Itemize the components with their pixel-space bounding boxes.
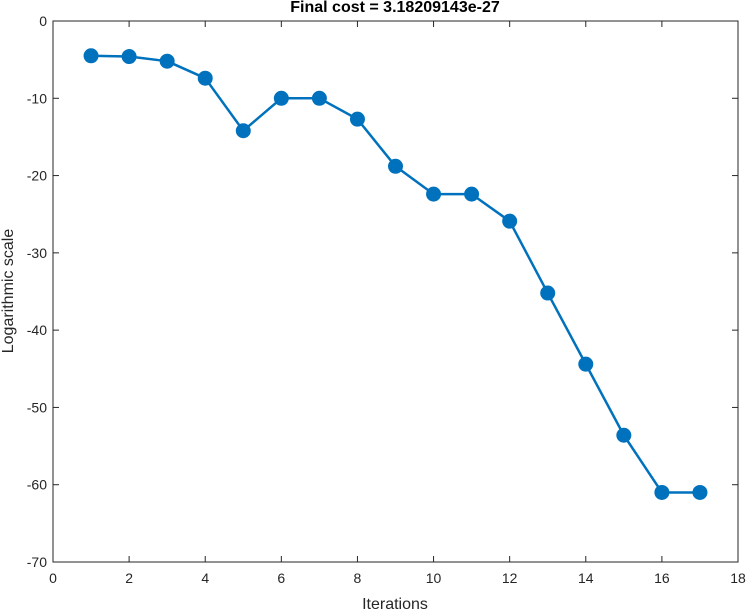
y-tick-label: 0 bbox=[39, 13, 47, 29]
x-axis-label: Iterations bbox=[362, 596, 428, 610]
data-point bbox=[654, 484, 670, 500]
y-tick-label: -10 bbox=[27, 90, 47, 106]
data-point bbox=[311, 90, 327, 106]
series-layer bbox=[83, 48, 708, 500]
x-tick-label: 0 bbox=[49, 570, 57, 586]
x-tick-label: 16 bbox=[654, 570, 670, 586]
data-point bbox=[616, 427, 632, 443]
data-point bbox=[121, 49, 137, 65]
y-tick-label: -60 bbox=[27, 477, 47, 493]
data-point bbox=[578, 356, 594, 372]
chart-title: Final cost = 3.18209143e-27 bbox=[290, 0, 500, 16]
x-tick-label: 2 bbox=[125, 570, 133, 586]
data-point bbox=[159, 53, 175, 69]
x-tick-label: 18 bbox=[730, 570, 746, 586]
y-tick-label: -40 bbox=[27, 322, 47, 338]
data-point bbox=[197, 70, 213, 86]
data-point bbox=[502, 213, 518, 229]
data-point bbox=[426, 186, 442, 202]
plot-area bbox=[52, 20, 739, 563]
data-point bbox=[273, 90, 289, 106]
y-tick-label: -20 bbox=[27, 168, 47, 184]
axis-ticks bbox=[52, 20, 739, 563]
x-tick-label: 8 bbox=[354, 570, 362, 586]
y-axis-label: Logarithmic scale bbox=[0, 229, 17, 354]
data-point bbox=[692, 484, 708, 500]
data-point bbox=[349, 111, 365, 127]
y-tick-label: -70 bbox=[27, 554, 47, 570]
x-tick-label: 12 bbox=[502, 570, 518, 586]
x-tick-label: 10 bbox=[426, 570, 442, 586]
data-point bbox=[388, 158, 403, 174]
y-tick-label: -30 bbox=[27, 245, 47, 261]
data-point bbox=[83, 48, 99, 64]
y-tick-label: -50 bbox=[27, 399, 47, 415]
x-tick-label: 4 bbox=[201, 570, 209, 586]
x-tick-label: 14 bbox=[578, 570, 594, 586]
x-tick-label: 6 bbox=[277, 570, 285, 586]
data-point bbox=[540, 285, 556, 301]
axis-tick-labels: 0 2 4 6 8 10 12 14 16 18 0 -10 -20 -30 -40 -50 -60 -70 bbox=[27, 13, 746, 586]
data-point bbox=[464, 186, 480, 202]
data-point bbox=[235, 123, 251, 139]
